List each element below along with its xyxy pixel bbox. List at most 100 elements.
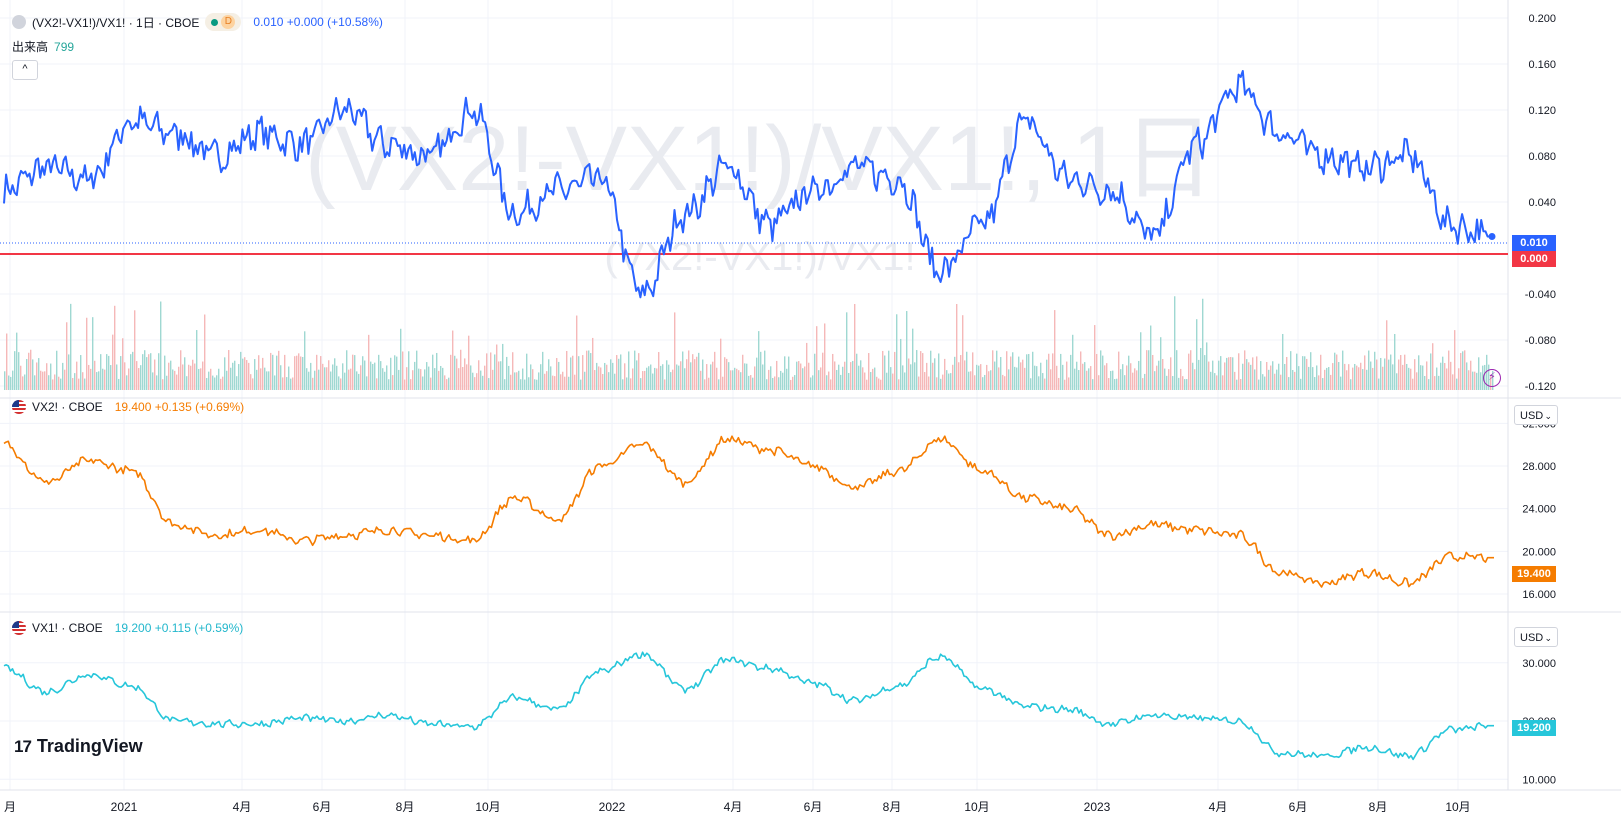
- volume-bar: [478, 360, 480, 390]
- volume-bar: [1418, 355, 1420, 390]
- volume-bar: [746, 363, 748, 390]
- volume-bar: [1352, 367, 1354, 390]
- volume-bar: [902, 365, 904, 390]
- volume-bar: [646, 367, 648, 390]
- volume-bar: [614, 373, 616, 390]
- volume-bar: [322, 363, 324, 390]
- volume-bar: [996, 350, 998, 390]
- volume-bar: [374, 362, 376, 390]
- volume-bar: [1430, 353, 1432, 390]
- volume-bar: [1234, 371, 1236, 390]
- volume-bar: [282, 377, 284, 390]
- volume-bar: [380, 361, 382, 390]
- volume-bar: [1390, 354, 1392, 390]
- volume-bar: [1048, 353, 1050, 390]
- volume-bar: [410, 379, 412, 390]
- volume-bar: [588, 350, 590, 390]
- volume-bar: [784, 356, 786, 390]
- volume-bar: [1414, 359, 1416, 390]
- volume-bar: [172, 369, 174, 390]
- volume-bar: [1338, 362, 1340, 390]
- volume-bar: [392, 375, 394, 390]
- status-pill[interactable]: D: [205, 13, 242, 31]
- volume-bar: [1272, 361, 1274, 390]
- volume-bar: [1362, 369, 1364, 390]
- volume-bar: [682, 351, 684, 390]
- volume-bar: [946, 370, 948, 390]
- volume-bar: [1260, 361, 1262, 390]
- volume-bar: [624, 363, 626, 390]
- volume-bar: [1356, 365, 1358, 390]
- volume-bar: [1292, 370, 1294, 390]
- volume-bar: [1218, 360, 1220, 390]
- volume-bar: [196, 330, 198, 390]
- volume-bar: [1376, 359, 1378, 390]
- volume-bar: [230, 367, 232, 390]
- time-axis-label: 2023: [1084, 800, 1111, 814]
- currency-select-vx1[interactable]: USD ⌄: [1514, 627, 1558, 647]
- volume-bar: [64, 369, 66, 390]
- volume-bar: [890, 367, 892, 390]
- collapse-legend-button[interactable]: ^: [12, 60, 38, 80]
- volume-bar: [770, 366, 772, 390]
- volume-bar: [534, 379, 536, 390]
- volume-bar: [1238, 353, 1240, 390]
- volume-bar: [1298, 366, 1300, 390]
- volume-bar: [520, 379, 522, 390]
- tradingview-mark-icon: 17: [14, 736, 32, 756]
- volume-bar: [1122, 364, 1124, 390]
- volume-bar: [828, 371, 830, 390]
- volume-bar: [252, 378, 254, 390]
- volume-bar: [502, 343, 504, 390]
- volume-bar: [284, 354, 286, 390]
- volume-bar: [1268, 369, 1270, 390]
- volume-bar: [1318, 375, 1320, 390]
- volume-bar: [314, 370, 316, 390]
- volume-bar: [742, 354, 744, 390]
- volume-bar: [610, 359, 612, 390]
- volume-bar: [886, 372, 888, 390]
- tradingview-logo[interactable]: 17 TradingView: [14, 736, 143, 757]
- volume-bar: [1108, 378, 1110, 390]
- volume-bar: [1118, 351, 1120, 390]
- volume-bar: [856, 353, 858, 390]
- volume-bar: [340, 378, 342, 390]
- volume-bar: [1072, 334, 1074, 390]
- volume-bar: [1384, 358, 1386, 390]
- volume-bar: [38, 358, 40, 390]
- volume-bar: [808, 362, 810, 390]
- volume-bar: [492, 369, 494, 390]
- volume-bar: [1328, 367, 1330, 390]
- volume-bar: [160, 301, 162, 390]
- volume-bar: [1058, 377, 1060, 390]
- volume-bar: [796, 361, 798, 390]
- volume-bar: [1172, 376, 1174, 390]
- lightning-icon[interactable]: ⚡: [1483, 369, 1501, 387]
- currency-select-vx2[interactable]: USD ⌄: [1514, 405, 1558, 425]
- volume-bar: [246, 360, 248, 390]
- volume-bar: [484, 365, 486, 390]
- last-point-marker: [1488, 233, 1496, 240]
- volume-bar: [88, 364, 90, 390]
- volume-bar: [418, 368, 420, 390]
- volume-bar: [200, 368, 202, 390]
- legend-symbol[interactable]: VX1! · CBOE: [32, 621, 103, 635]
- volume-bar: [900, 338, 902, 390]
- volume-bar: [102, 368, 104, 390]
- volume-bar: [1082, 363, 1084, 390]
- volume-legend[interactable]: 出来高 799: [12, 38, 74, 55]
- volume-bar: [354, 355, 356, 390]
- volume-bar: [578, 356, 580, 390]
- volume-bar: [1038, 376, 1040, 390]
- volume-bar: [362, 356, 364, 390]
- volume-bar: [60, 378, 62, 390]
- volume-bar: [448, 377, 450, 390]
- volume-bar: [184, 357, 186, 390]
- legend-symbol[interactable]: (VX2!-VX1!)/VX1! · 1日 · CBOE: [32, 15, 200, 30]
- volume-bar: [652, 373, 654, 390]
- currency-label: USD: [1520, 632, 1544, 644]
- legend-symbol[interactable]: VX2! · CBOE: [32, 400, 103, 414]
- volume-bar: [656, 368, 658, 390]
- volume-bar: [516, 372, 518, 390]
